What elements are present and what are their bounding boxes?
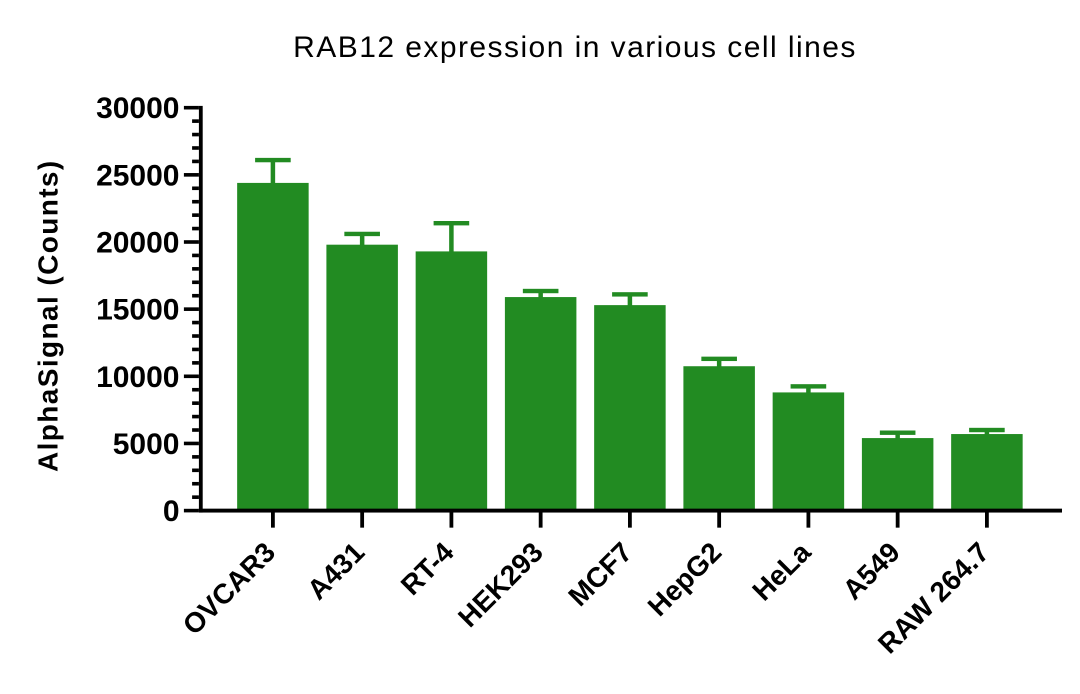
x-tick-OVCAR3 — [271, 512, 275, 528]
error-bar-cap-OVCAR3 — [255, 157, 291, 163]
x-tick-RT-4 — [449, 512, 454, 528]
y-minor-tick-3000 — [192, 468, 199, 473]
x-tick-label-HeLa: HeLa — [746, 536, 817, 607]
x-tick-HEK293 — [538, 512, 543, 528]
error-bar-cap-RT-4 — [433, 220, 470, 226]
x-tick-A549 — [895, 512, 900, 528]
error-bar-stem-HepG2 — [716, 358, 722, 368]
y-minor-tick-14000 — [192, 320, 199, 325]
error-bar-cap-RAW 264.7 — [969, 427, 1005, 433]
x-tick-MCF7 — [628, 512, 632, 528]
error-bars-group — [255, 157, 1005, 440]
error-bar-cap-HepG2 — [701, 356, 737, 362]
x-tick-A431 — [360, 512, 365, 528]
y-minor-tick-17000 — [192, 280, 199, 285]
bar-HepG2 — [683, 366, 755, 510]
y-minor-tick-7000 — [192, 414, 199, 419]
bar-RAW 264.7 — [951, 434, 1023, 510]
y-minor-tick-27000 — [192, 146, 199, 150]
error-bar-stem-OVCAR3 — [270, 160, 276, 184]
error-bar-stem-HeLa — [806, 386, 811, 394]
bar-HEK293 — [504, 297, 577, 510]
y-tick-label-30000: 30000 — [96, 92, 179, 125]
y-major-tick-10000 — [183, 374, 199, 379]
y-minor-tick-2000 — [192, 481, 199, 486]
bar-OVCAR3 — [237, 182, 309, 510]
bars-group — [237, 182, 1023, 510]
y-minor-tick-13000 — [192, 334, 199, 338]
bar-A549 — [861, 438, 934, 510]
y-minor-tick-11000 — [192, 361, 199, 365]
x-tick-label-HepG2: HepG2 — [642, 536, 728, 622]
y-axis-title: AlphaSignal (Counts) — [33, 159, 64, 472]
x-tick-RAW 264.7 — [985, 512, 989, 528]
y-major-tick-30000 — [183, 105, 199, 110]
error-bar-stem-MCF7 — [627, 294, 633, 307]
y-tick-label-20000: 20000 — [96, 227, 179, 260]
y-major-tick-5000 — [183, 441, 199, 446]
error-bar-cap-MCF7 — [612, 292, 648, 297]
error-bar-cap-HeLa — [790, 384, 827, 389]
y-minor-tick-9000 — [192, 387, 199, 392]
bar-HeLa — [772, 392, 845, 510]
y-major-tick-15000 — [183, 307, 199, 311]
bar-RT-4 — [415, 251, 488, 510]
y-minor-tick-8000 — [192, 401, 199, 405]
y-minor-tick-6000 — [192, 428, 199, 432]
y-minor-tick-12000 — [192, 347, 199, 352]
y-minor-tick-24000 — [192, 186, 199, 191]
error-bar-cap-A549 — [879, 430, 916, 435]
error-bar-cap-A431 — [344, 231, 380, 237]
x-tick-label-A549: A549 — [837, 536, 906, 605]
error-bar-stem-RT-4 — [449, 223, 454, 253]
y-tick-label-15000: 15000 — [96, 294, 179, 327]
x-tick-label-A431: A431 — [301, 536, 370, 605]
error-bar-stem-A549 — [895, 432, 900, 440]
y-minor-tick-1000 — [192, 495, 199, 499]
x-tick-HeLa — [806, 512, 811, 528]
y-minor-tick-23000 — [192, 199, 199, 204]
y-minor-tick-19000 — [192, 253, 199, 258]
error-bar-stem-RAW 264.7 — [984, 430, 990, 436]
y-minor-tick-28000 — [192, 132, 199, 137]
y-minor-tick-21000 — [192, 226, 199, 231]
x-tick-label-OVCAR3: OVCAR3 — [177, 536, 281, 640]
error-bar-stem-A431 — [359, 233, 365, 246]
bar-MCF7 — [594, 305, 666, 510]
y-tick-labels-group: 0 5000 10000 15000 20000 25000 30000 — [96, 92, 179, 528]
y-minor-tick-26000 — [192, 159, 199, 164]
axes-group — [183, 105, 1062, 528]
y-tick-label-0: 0 — [163, 495, 180, 528]
y-minor-tick-29000 — [192, 119, 199, 123]
x-tick-label-HEK293: HEK293 — [452, 536, 549, 633]
x-tick-HepG2 — [717, 512, 722, 528]
y-minor-tick-18000 — [192, 267, 199, 271]
y-minor-tick-22000 — [192, 213, 199, 217]
chart-title: RAB12 expression in various cell lines — [293, 31, 857, 64]
error-bar-stem-HEK293 — [538, 291, 543, 299]
y-tick-label-5000: 5000 — [113, 428, 180, 461]
y-major-tick-25000 — [183, 173, 199, 177]
bar-A431 — [326, 244, 398, 510]
error-bar-cap-HEK293 — [522, 288, 559, 294]
x-axis-line — [198, 508, 1062, 513]
y-major-tick-20000 — [183, 240, 199, 244]
y-tick-label-10000: 10000 — [96, 361, 179, 394]
x-tick-label-RT-4: RT-4 — [395, 536, 460, 601]
y-minor-tick-16000 — [192, 293, 199, 298]
y-tick-label-25000: 25000 — [96, 159, 179, 192]
y-major-tick-0 — [183, 508, 199, 513]
y-minor-tick-4000 — [192, 455, 199, 459]
x-tick-label-MCF7: MCF7 — [562, 536, 638, 612]
y-axis-line — [198, 105, 203, 513]
